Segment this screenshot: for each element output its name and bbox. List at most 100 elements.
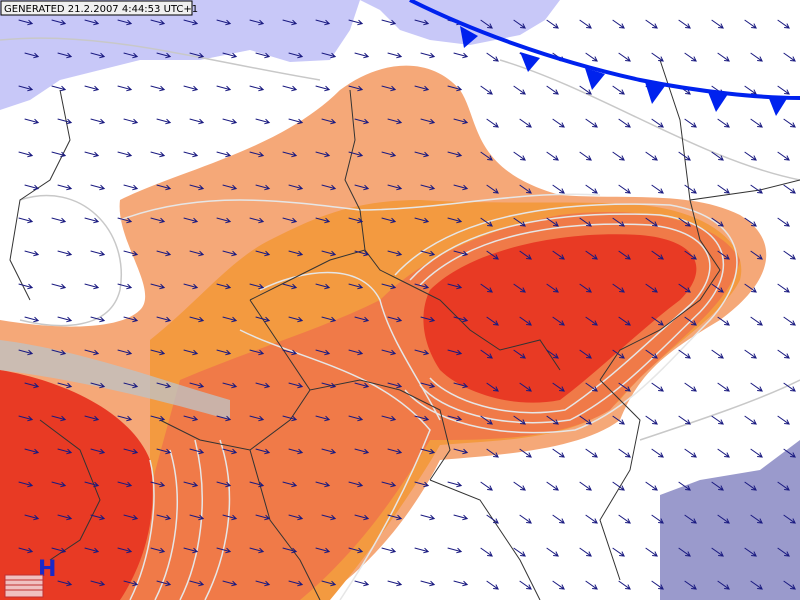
- wind-arrow: [678, 217, 691, 227]
- wind-arrow: [354, 382, 370, 389]
- wind-arrow: [552, 316, 565, 326]
- temperature-field: [0, 370, 153, 600]
- wind-arrow: [579, 19, 592, 29]
- wind-arrow: [414, 283, 430, 290]
- wind-arrow: [282, 415, 298, 422]
- wind-arrow: [117, 85, 133, 92]
- wind-arrow: [717, 580, 730, 590]
- wind-arrow: [513, 283, 526, 293]
- wind-arrow: [282, 481, 298, 488]
- wind-arrow: [288, 382, 304, 389]
- front-triangle: [768, 96, 788, 116]
- wind-arrow: [288, 250, 304, 257]
- wind-arrow: [189, 316, 205, 323]
- wind-arrow: [18, 85, 34, 92]
- wind-arrow: [777, 85, 790, 95]
- wind-arrow: [282, 547, 298, 554]
- wind-arrow: [288, 184, 304, 191]
- wind-arrow: [618, 316, 631, 326]
- wind-arrow: [612, 283, 625, 293]
- wind-arrow: [519, 118, 532, 128]
- wind-arrow: [387, 382, 403, 389]
- front-triangle: [520, 52, 540, 72]
- wind-arrow: [618, 184, 631, 194]
- hatch-band: [0, 340, 230, 420]
- wind-arrow: [348, 415, 364, 422]
- wind-arrow: [123, 382, 139, 389]
- wind-arrow: [777, 19, 790, 29]
- wind-arrow: [777, 283, 790, 293]
- border: [599, 379, 641, 581]
- wind-arrow: [84, 217, 100, 224]
- wind-arrow: [744, 349, 757, 359]
- wind-arrow: [183, 349, 199, 356]
- wind-arrow: [711, 217, 724, 227]
- wind-arrow: [783, 184, 796, 194]
- wind-arrow: [486, 184, 499, 194]
- wind-arrow: [717, 382, 730, 392]
- contour: [499, 59, 800, 181]
- wind-arrow: [348, 85, 364, 92]
- wind-arrow: [480, 283, 493, 293]
- wind-arrow: [711, 349, 724, 359]
- wind-arrow: [546, 283, 559, 293]
- wind-arrow: [216, 415, 232, 422]
- wind-arrow: [651, 250, 664, 260]
- wind-arrow: [750, 580, 763, 590]
- wind-arrow: [150, 85, 166, 92]
- contour: [0, 37, 321, 81]
- wind-arrow: [183, 85, 199, 92]
- wind-arrow: [552, 580, 565, 590]
- wind-arrow: [684, 580, 697, 590]
- wind-arrow: [585, 316, 598, 326]
- border: [249, 299, 451, 481]
- wind-arrow: [156, 184, 172, 191]
- wind-arrow: [744, 547, 757, 557]
- wind-arrow: [249, 283, 265, 290]
- wind-arrow: [645, 19, 658, 29]
- wind-arrow: [684, 316, 697, 326]
- wind-arrow: [354, 580, 370, 587]
- wind-arrow: [453, 448, 469, 455]
- border: [659, 59, 800, 201]
- wind-arrow: [486, 448, 499, 458]
- wind-arrow: [381, 19, 397, 26]
- contour: [239, 329, 431, 600]
- wind-arrow: [216, 151, 232, 158]
- cold-front: [409, 0, 800, 100]
- wind-arrow: [315, 547, 331, 554]
- wind-arrow: [315, 151, 331, 158]
- wind-arrow: [480, 151, 493, 161]
- wind-arrow: [420, 316, 436, 323]
- wind-arrow: [249, 151, 265, 158]
- wind-arrow: [222, 382, 238, 389]
- wind-arrow: [282, 85, 298, 92]
- wind-arrow: [519, 580, 532, 590]
- wind-arrow: [717, 250, 730, 260]
- wind-arrow: [387, 184, 403, 191]
- wind-arrow: [480, 349, 493, 359]
- wind-arrow: [447, 151, 463, 158]
- wind-arrow: [51, 349, 67, 356]
- wind-arrow: [513, 151, 526, 161]
- wind-arrow: [381, 283, 397, 290]
- wind-arrow: [51, 85, 67, 92]
- wind-arrow: [750, 514, 763, 524]
- wind-arrow: [546, 547, 559, 557]
- wind-arrow: [585, 250, 598, 260]
- wind-arrow: [117, 151, 133, 158]
- wind-arrow: [651, 514, 664, 524]
- wind-arrow: [744, 217, 757, 227]
- wind-arrow: [249, 85, 265, 92]
- wind-arrow: [117, 415, 133, 422]
- wind-arrow: [480, 217, 493, 227]
- border: [429, 479, 541, 600]
- wind-arrow: [24, 448, 40, 455]
- wind-arrow: [453, 580, 469, 587]
- wind-arrow: [414, 349, 430, 356]
- wind-arrow: [447, 283, 463, 290]
- wind-arrow: [579, 415, 592, 425]
- wind-arrow: [552, 250, 565, 260]
- wind-arrow: [513, 415, 526, 425]
- wind-arrow: [612, 481, 625, 491]
